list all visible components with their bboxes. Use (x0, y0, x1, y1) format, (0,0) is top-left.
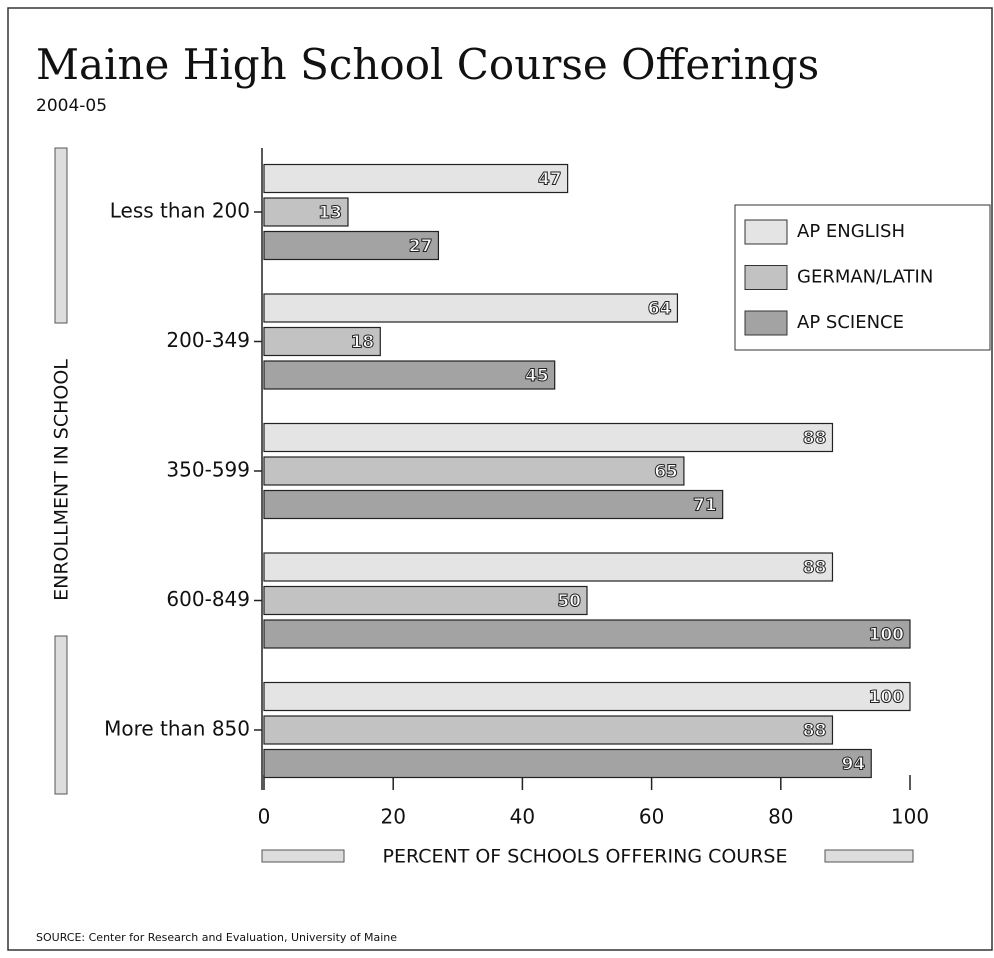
bar (263, 326, 381, 357)
legend-label: AP ENGLISH (797, 221, 905, 242)
value-label: 88 (803, 429, 827, 449)
decor (261, 849, 345, 863)
value-label: 100 (869, 688, 905, 708)
value-label: 88 (803, 558, 827, 578)
bar (263, 230, 440, 261)
legend-swatch (744, 310, 788, 336)
bar (263, 748, 872, 779)
value-label: 94 (842, 755, 866, 775)
bar (263, 715, 834, 745)
value-label: 27 (409, 237, 433, 257)
value-label: 13 (318, 203, 342, 223)
x-tick-label: 0 (258, 805, 271, 829)
bar (263, 360, 556, 390)
bar (263, 619, 911, 649)
value-label: 45 (525, 366, 549, 386)
value-label: 50 (557, 592, 581, 612)
x-tick-label: 20 (380, 805, 405, 829)
source: SOURCE: Center for Research and Evaluati… (36, 931, 397, 944)
x-tick-label: 80 (768, 805, 793, 829)
bar (263, 422, 834, 453)
y-tick-label: 350-599 (166, 458, 250, 482)
bar (263, 293, 679, 323)
subtitle: 2004-05 (36, 96, 107, 116)
y-tick-label: 600-849 (166, 587, 250, 611)
x-axis-label: PERCENT OF SCHOOLS OFFERING COURSE (383, 846, 788, 868)
bar (263, 489, 724, 520)
bar (263, 552, 834, 582)
y-tick-label: 200-349 (166, 328, 250, 352)
value-label: 18 (351, 333, 375, 353)
y-axis-label: ENROLLMENT IN SCHOOL (51, 359, 73, 601)
legend-label: AP SCIENCE (797, 312, 904, 333)
x-tick-label: 60 (639, 805, 664, 829)
value-label: 47 (538, 170, 562, 190)
y-tick-label: More than 850 (104, 717, 250, 741)
x-tick-label: 40 (510, 805, 535, 829)
decor (824, 849, 914, 863)
decor (54, 635, 68, 795)
legend-label: GERMAN/LATIN (797, 267, 933, 288)
value-label: 88 (803, 721, 827, 741)
frame (7, 7, 993, 951)
bar (263, 197, 349, 227)
value-label: 100 (869, 625, 905, 645)
bar (263, 681, 911, 712)
x-tick-label: 100 (891, 805, 929, 829)
bar (263, 456, 685, 486)
bar (263, 585, 588, 616)
value-label: 64 (648, 299, 672, 319)
value-label: 71 (693, 496, 717, 516)
chart-title: Maine High School Course Offerings (36, 40, 819, 89)
decor (54, 147, 68, 324)
value-label: 65 (654, 462, 678, 482)
legend-swatch (744, 219, 788, 245)
y-tick-label: Less than 200 (110, 199, 250, 223)
bar (263, 163, 569, 194)
legend-swatch (744, 265, 788, 290)
